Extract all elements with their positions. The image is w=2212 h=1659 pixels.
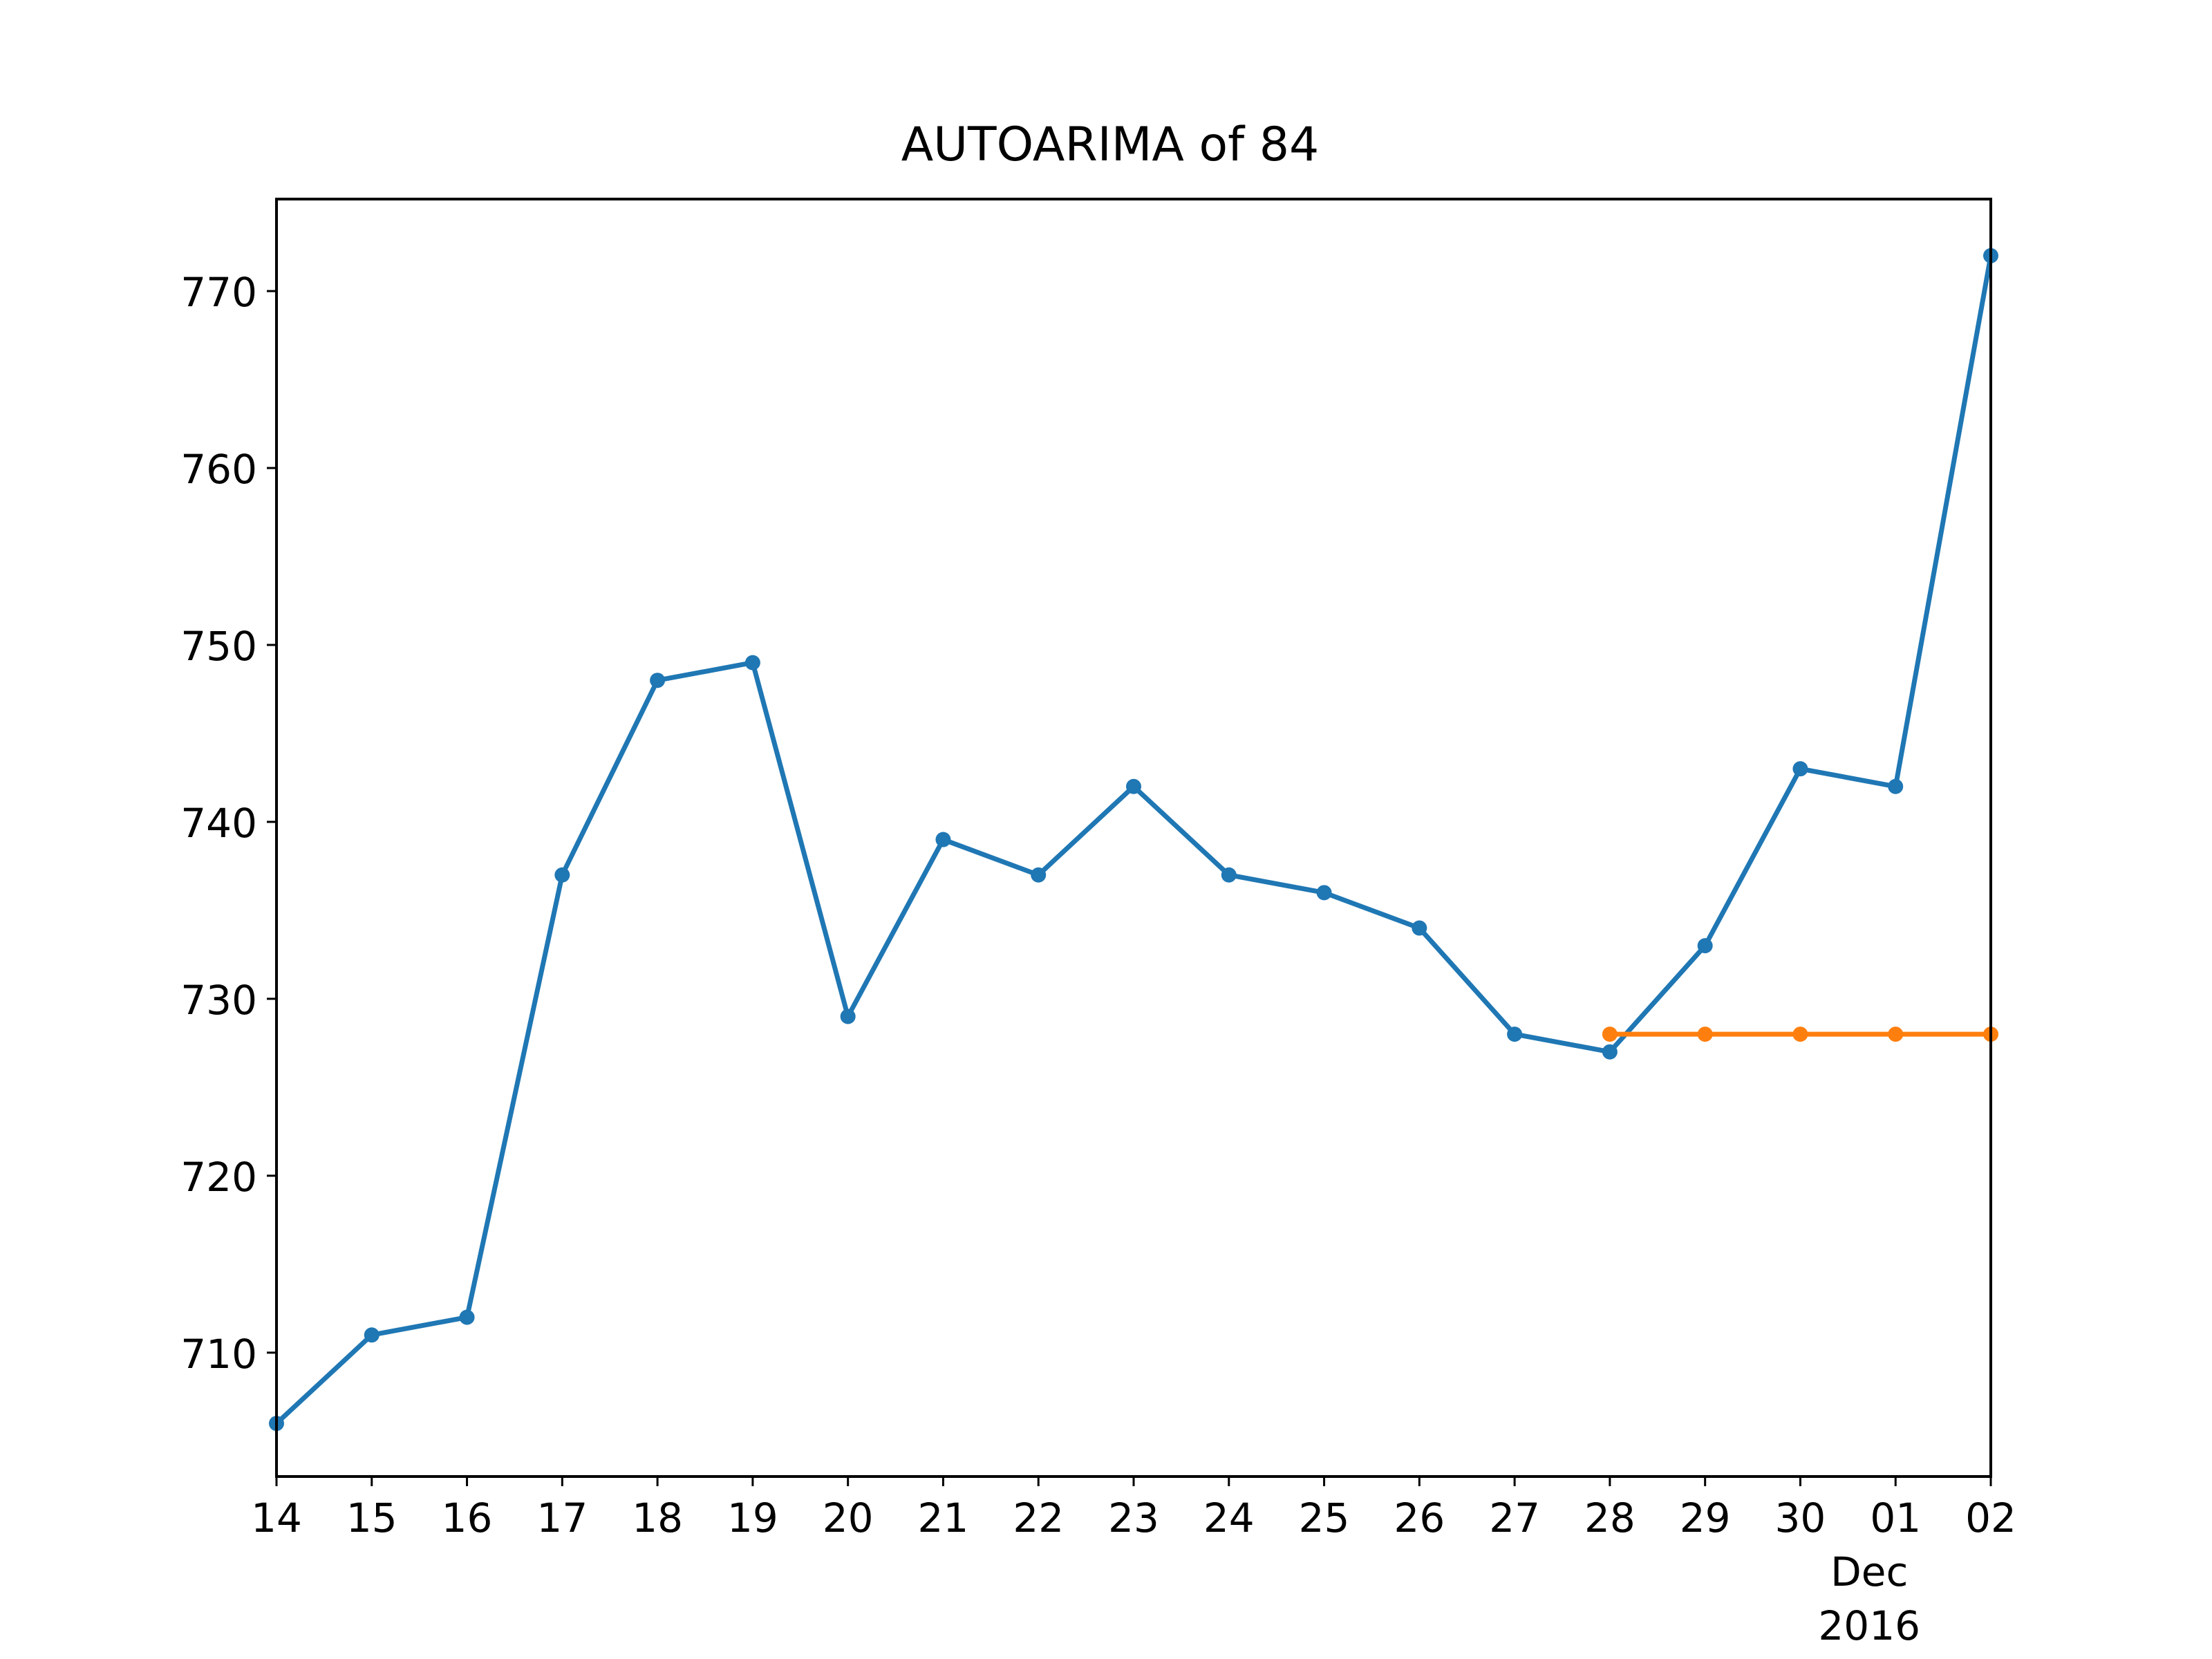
- x-tick-label: 17: [536, 1494, 588, 1541]
- series-1-point: [1126, 778, 1141, 794]
- axes-frame: [275, 198, 1992, 1478]
- y-tick-label: 740: [180, 800, 257, 847]
- x-tick-label: 20: [823, 1494, 874, 1541]
- x-tick-label: 27: [1489, 1494, 1540, 1541]
- x-tick-label: 16: [442, 1494, 493, 1541]
- series-2-point: [1792, 1027, 1808, 1042]
- x-tick-label: 23: [1108, 1494, 1159, 1541]
- series-1-point: [554, 867, 570, 883]
- series-1-point: [1888, 778, 1904, 794]
- x-tick-label: 21: [918, 1494, 969, 1541]
- x-tick-label: 22: [1013, 1494, 1064, 1541]
- x-tick-sublabel: Dec: [1830, 1548, 1908, 1595]
- series-2-point: [1697, 1027, 1713, 1042]
- series-1-point: [1792, 761, 1808, 777]
- series-1-point: [650, 673, 666, 688]
- x-tick-label: 28: [1584, 1494, 1635, 1541]
- y-tick-label: 710: [180, 1331, 257, 1378]
- series-1-point: [1697, 938, 1713, 954]
- series-1-point: [1221, 867, 1237, 883]
- series-1-point: [935, 832, 951, 847]
- series-2-point: [1602, 1027, 1618, 1042]
- x-tick-label: 26: [1394, 1494, 1445, 1541]
- series-1-point: [1507, 1027, 1523, 1042]
- x-tick-label: 29: [1680, 1494, 1731, 1541]
- x-tick-label: 30: [1775, 1494, 1826, 1541]
- series-1-point: [1316, 885, 1332, 901]
- y-axis: 710 720 730 740 750 760 770: [180, 269, 276, 1378]
- series-layer: [269, 247, 1998, 1432]
- chart-title: AUTOARIMA of 84: [901, 118, 1319, 172]
- y-tick-label: 770: [180, 269, 257, 316]
- x-tick-sublabel: 2016: [1818, 1602, 1920, 1649]
- x-tick-label: 15: [346, 1494, 397, 1541]
- x-tick-label: 02: [1965, 1494, 2016, 1541]
- series-1-point: [459, 1309, 475, 1325]
- x-tick-label: 19: [727, 1494, 778, 1541]
- series-1-point: [1602, 1044, 1618, 1060]
- x-tick-label: 25: [1299, 1494, 1350, 1541]
- x-axis: 14 15 16 17 18 19 20 21 22 23 24 25 26 27 28 29 30 01 Dec 2…: [251, 1477, 2016, 1649]
- series-1-point: [1031, 867, 1047, 883]
- series-1-point: [364, 1327, 379, 1343]
- series-1-point: [744, 655, 760, 671]
- y-tick-label: 720: [180, 1154, 257, 1201]
- y-tick-label: 760: [180, 446, 257, 493]
- y-tick-label: 750: [180, 623, 257, 670]
- series-2-point: [1888, 1027, 1904, 1042]
- x-tick-label: 18: [632, 1494, 683, 1541]
- series-1-point: [1412, 920, 1427, 936]
- x-tick-label: 14: [251, 1494, 302, 1541]
- x-tick-label: 01: [1870, 1494, 1921, 1541]
- series-1-point: [840, 1009, 856, 1024]
- y-tick-label: 730: [180, 977, 257, 1024]
- x-tick-label: 24: [1203, 1494, 1255, 1541]
